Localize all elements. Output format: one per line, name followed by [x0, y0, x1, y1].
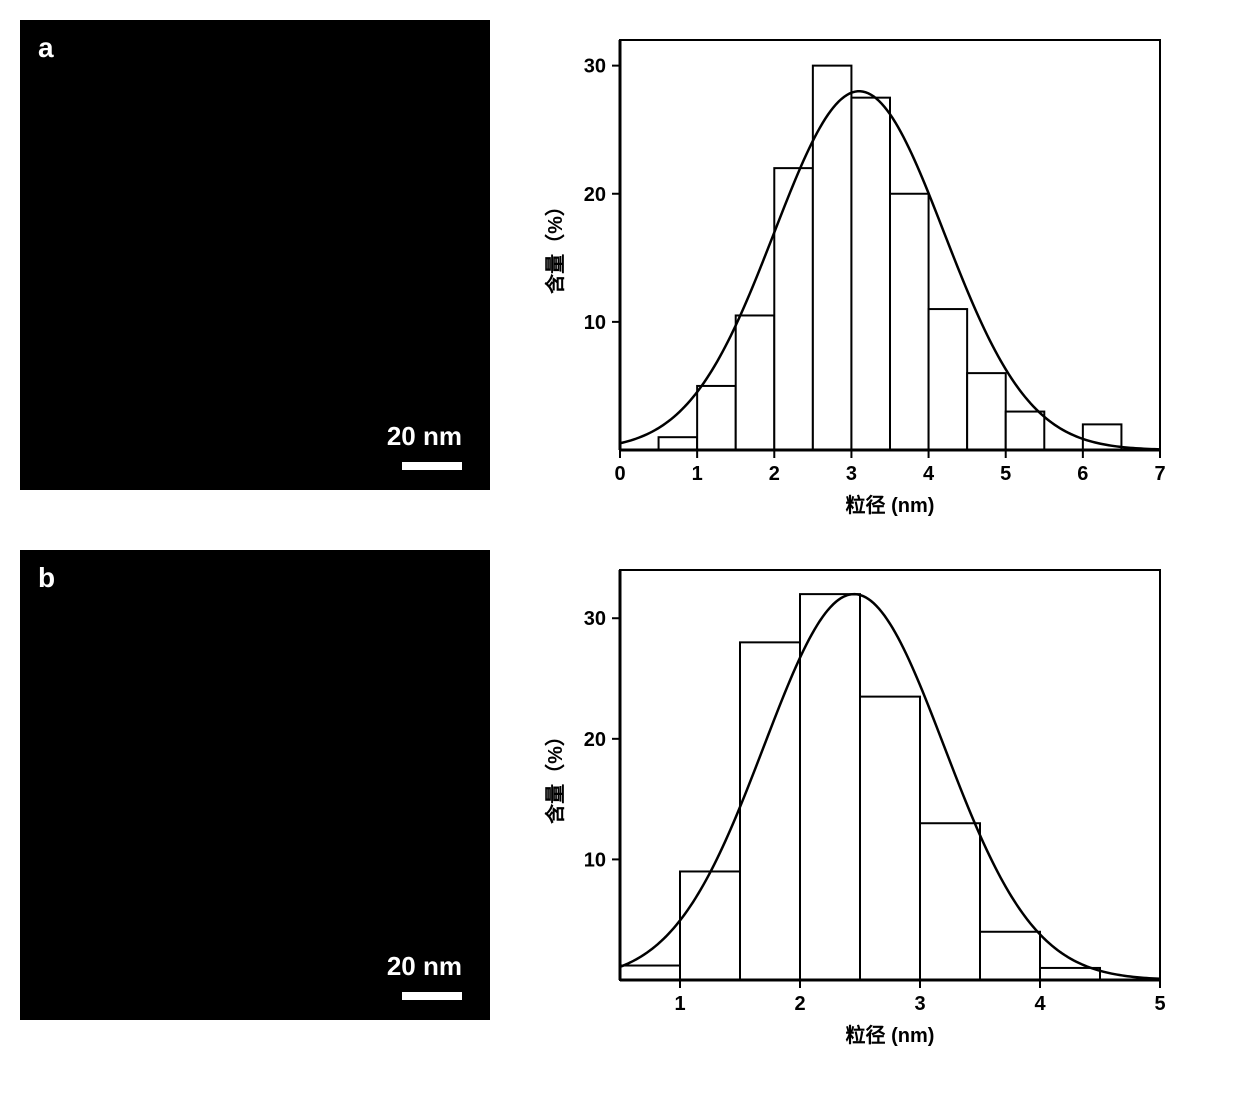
histogram-a: 01234567102030粒径 (nm)含量（%） — [540, 20, 1180, 510]
svg-text:5: 5 — [1154, 993, 1165, 1015]
figure: a 20 nm 0 1 2 3 4 5 6 7 10 20 30 粒径 (nm) 含量（%） b 20 … — [20, 20, 1220, 1040]
histogram-b-svg: 1 2 3 4 5 10 20 30 粒径 (nm) 含量（%） — [540, 550, 1180, 1060]
svg-text:20: 20 — [584, 184, 606, 206]
svg-text:粒径 (nm): 粒径 (nm) — [846, 493, 935, 517]
svg-text:10: 10 — [584, 849, 606, 871]
svg-text:6: 6 — [1077, 463, 1088, 485]
tem-image-a: a 20 nm — [20, 20, 490, 490]
svg-text:3: 3 — [846, 463, 857, 485]
svg-text:1: 1 — [674, 993, 685, 1015]
scale-text-a: 20 nm — [387, 421, 462, 452]
histogram-a-svg: 0 1 2 3 4 5 6 7 10 20 30 粒径 (nm) 含量（%） — [540, 20, 1180, 530]
svg-text:20: 20 — [584, 729, 606, 751]
svg-text:2: 2 — [769, 463, 780, 485]
svg-text:5: 5 — [1000, 463, 1011, 485]
svg-text:30: 30 — [584, 56, 606, 78]
svg-text:含量（%）: 含量（%） — [543, 196, 567, 294]
svg-text:粒径 (nm): 粒径 (nm) — [846, 1023, 935, 1047]
svg-text:30: 30 — [584, 608, 606, 630]
row-a: a 20 nm 01234567102030粒径 (nm)含量（%） — [20, 20, 1220, 510]
svg-text:0: 0 — [614, 463, 625, 485]
histogram-b: 12345102030粒径 (nm)含量（%） — [540, 550, 1180, 1040]
tem-image-b: b 20 nm — [20, 550, 490, 1020]
scale-text-b: 20 nm — [387, 951, 462, 982]
panel-label-a: a — [38, 32, 54, 64]
svg-text:2: 2 — [794, 993, 805, 1015]
svg-text:3: 3 — [914, 993, 925, 1015]
svg-text:1: 1 — [692, 463, 703, 485]
row-b: b 20 nm 12345102030粒径 (nm)含量（%） — [20, 550, 1220, 1040]
svg-text:4: 4 — [1034, 993, 1046, 1015]
scale-bar-a — [402, 462, 462, 470]
scale-bar-b — [402, 992, 462, 1000]
svg-text:含量（%）: 含量（%） — [543, 726, 567, 824]
panel-label-b: b — [38, 562, 55, 594]
svg-text:7: 7 — [1154, 463, 1165, 485]
svg-text:4: 4 — [923, 463, 935, 485]
svg-text:10: 10 — [584, 312, 606, 334]
